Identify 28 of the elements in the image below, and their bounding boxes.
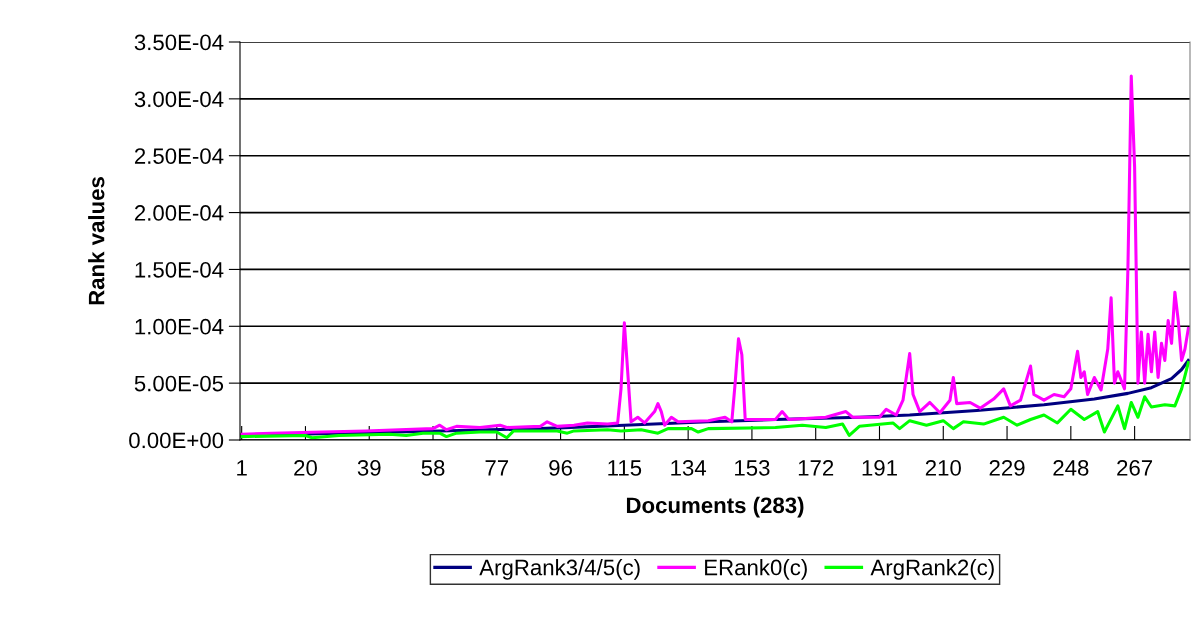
y-tick-label: 3.00E-04 (134, 91, 224, 108)
legend-label: ArgRank2(c) (870, 559, 994, 580)
x-tick-label: 1 (237, 460, 247, 476)
x-axis-title: Documents (283) (626, 496, 804, 518)
y-tick-label: 1.50E-04 (135, 261, 224, 278)
x-tick-label: 229 (989, 460, 1025, 476)
x-tick-label: 96 (549, 460, 572, 476)
x-tick-label: 77 (485, 460, 509, 476)
x-tick-label: 248 (1053, 460, 1089, 476)
y-axis-title: Rank values (88, 177, 105, 305)
x-tick-label: 153 (735, 460, 770, 476)
x-tick-label: 20 (294, 460, 317, 476)
x-tick-label: 191 (862, 460, 897, 476)
legend-label: ArgRank3/4/5(c) (479, 559, 640, 580)
x-tick-label: 39 (357, 460, 381, 476)
y-tick-label: 3.50E-04 (134, 34, 224, 51)
y-tick-label: 1.00E-04 (135, 318, 224, 335)
legend-label: ERank0(c) (705, 559, 807, 580)
x-tick-label: 210 (925, 460, 961, 476)
y-tick-label: 2.00E-04 (134, 205, 224, 221)
y-tick-label: 2.50E-04 (134, 148, 224, 164)
x-tick-label: 267 (1117, 460, 1153, 476)
y-tick-label: 0.00E+00 (129, 432, 224, 449)
x-tick-label: 115 (608, 460, 642, 476)
x-tick-label: 172 (798, 460, 834, 476)
x-tick-label: 134 (671, 460, 707, 476)
y-tick-label: 5.00E-05 (134, 375, 224, 392)
x-tick-label: 58 (421, 460, 445, 476)
